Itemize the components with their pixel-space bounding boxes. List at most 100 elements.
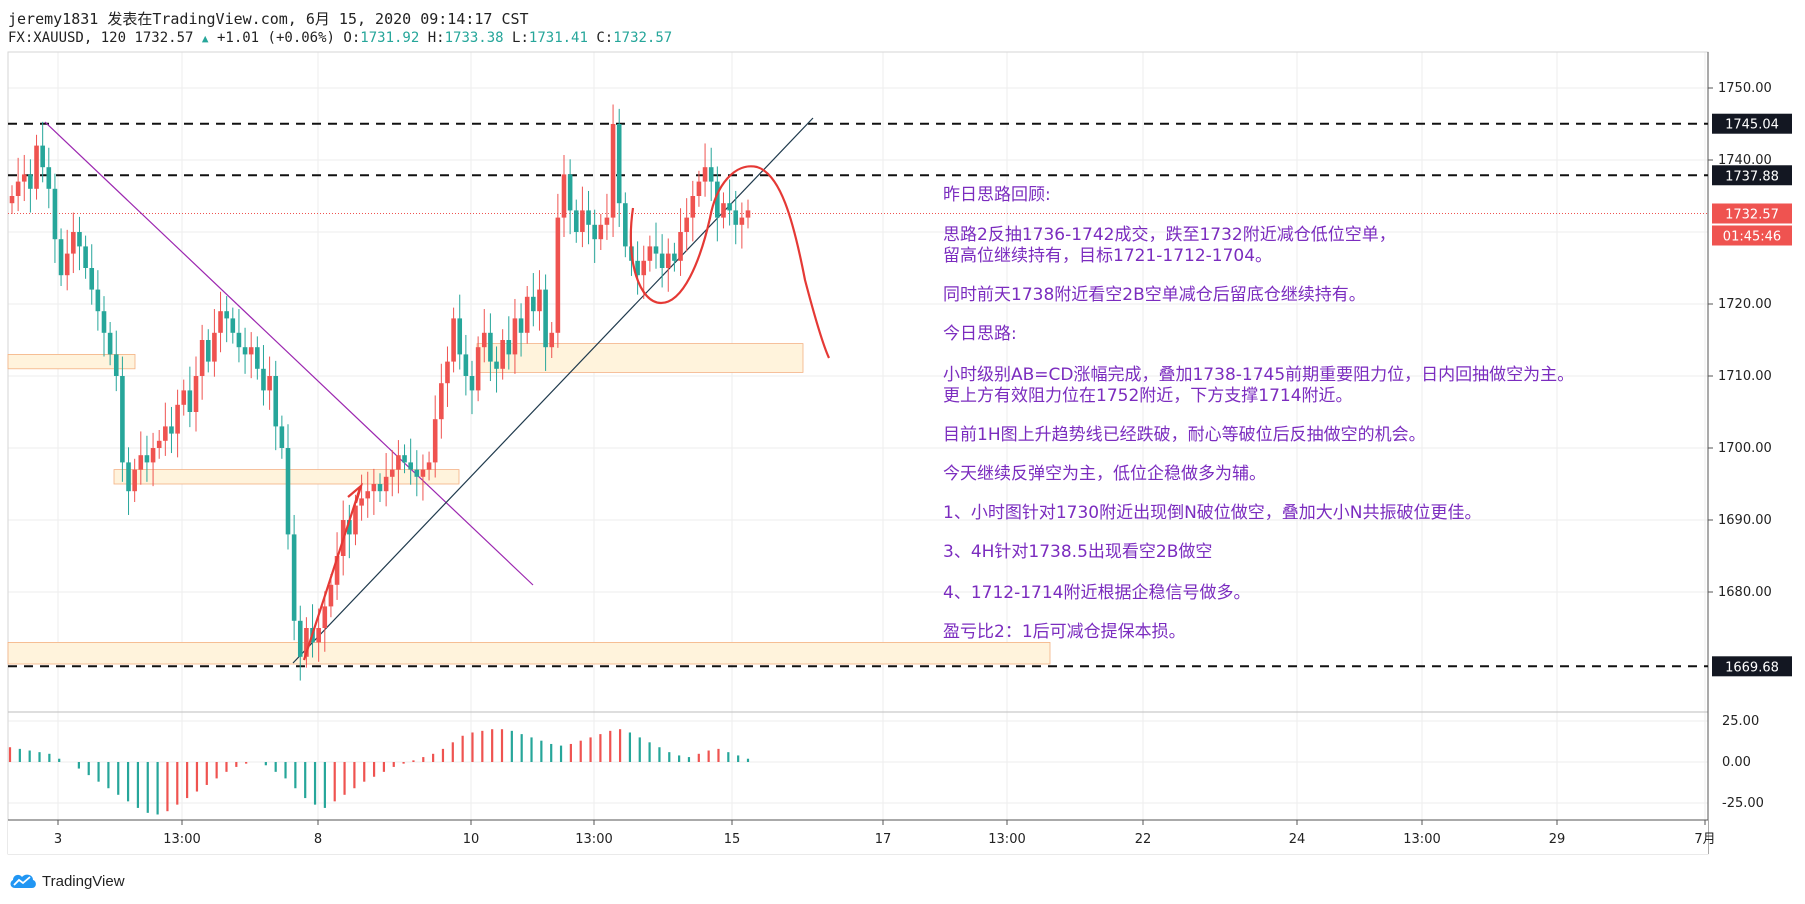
- candle-body: [616, 124, 622, 204]
- time-tick-label: 8: [314, 832, 322, 847]
- candle-body: [83, 246, 88, 268]
- candle-body: [365, 491, 371, 499]
- candle-body: [113, 354, 119, 376]
- candle-body: [230, 318, 236, 333]
- candle-body: [549, 332, 555, 348]
- candle-body: [653, 246, 659, 254]
- candle-body: [604, 217, 610, 225]
- candle-body: [623, 203, 628, 247]
- symbol-label[interactable]: FX:XAUUSD, 120: [8, 30, 127, 46]
- candle-body: [89, 268, 95, 290]
- candle-body: [439, 383, 444, 420]
- watermark-text: TradingView: [42, 872, 125, 890]
- candle-body: [377, 484, 383, 492]
- candle-body: [120, 376, 125, 463]
- osc-tick-label: 0.00: [1722, 755, 1751, 770]
- candle-body: [187, 390, 193, 412]
- level-price-badge: [1712, 165, 1792, 186]
- price-tick-label: 1720.00: [1718, 297, 1772, 312]
- candle-body: [715, 181, 720, 218]
- level-price-badge: [1712, 113, 1792, 134]
- notes-line: 留高位继续持有，目标1721-1712-1704。: [943, 246, 1272, 266]
- candle-body: [573, 210, 579, 232]
- time-tick-label: 3: [54, 832, 62, 847]
- candle-body: [641, 260, 647, 276]
- osc-tick-label: -25.00: [1722, 796, 1764, 811]
- candle-body: [328, 584, 334, 607]
- candle-body: [279, 426, 285, 448]
- candle-body: [684, 217, 689, 232]
- ohlc-legend: FX:XAUUSD, 120 1732.57 ▲ +1.01 (+0.06%) …: [8, 30, 672, 46]
- candle-body: [598, 224, 604, 240]
- candle-body: [71, 232, 76, 254]
- candle-body: [708, 167, 714, 182]
- candle-body: [457, 318, 463, 355]
- candle-body: [40, 145, 45, 168]
- candle-body: [52, 188, 58, 240]
- candle-body: [347, 520, 352, 535]
- low-value: 1731.41: [528, 30, 588, 46]
- price-tick-label: 1750.00: [1718, 81, 1772, 96]
- time-tick-label: 17: [875, 832, 892, 847]
- time-tick-label: 13:00: [1403, 832, 1440, 847]
- candle-body: [647, 246, 653, 261]
- candle-body: [537, 289, 542, 312]
- projection-curve[interactable]: [629, 165, 830, 359]
- high-label: H:: [427, 30, 445, 46]
- osc-tick-label: 25.00: [1722, 714, 1759, 729]
- candle-body: [371, 484, 377, 492]
- candle-body: [248, 347, 254, 355]
- candle-body: [389, 469, 395, 477]
- ab-cd-arrow[interactable]: [302, 487, 362, 661]
- time-tick-label: 29: [1549, 832, 1566, 847]
- downtrend-line[interactable]: [44, 121, 534, 586]
- time-tick-label: 13:00: [575, 832, 612, 847]
- level-price-label: 1737.88: [1725, 169, 1779, 184]
- candle-body: [291, 534, 297, 621]
- up-arrow-icon: ▲: [201, 32, 209, 45]
- candle-body: [199, 340, 205, 376]
- open-value: 1731.92: [360, 30, 420, 46]
- candle-body: [322, 606, 328, 628]
- candle-body: [678, 232, 683, 261]
- candle-body: [21, 174, 27, 182]
- chart-grid: [8, 52, 1708, 820]
- level-price-badge: [1712, 656, 1792, 677]
- candle-body: [494, 361, 499, 369]
- time-tick-label: 7月: [1694, 832, 1715, 847]
- candle-body: [739, 217, 745, 225]
- candle-body: [592, 224, 597, 240]
- uptrend-line[interactable]: [292, 117, 814, 664]
- current-price-label: 1732.57: [1725, 207, 1779, 222]
- high-value: 1733.38: [444, 30, 504, 46]
- candle-body: [500, 340, 505, 369]
- candle-body: [316, 628, 321, 643]
- candle-body: [506, 340, 512, 355]
- candle-body: [175, 404, 180, 434]
- notes-title: 昨日思路回顾:: [943, 185, 1051, 205]
- price-change: +1.01 (+0.06%): [216, 30, 335, 46]
- time-tick-label: 22: [1135, 832, 1152, 847]
- close-label: C:: [596, 30, 614, 46]
- candle-body: [218, 311, 223, 333]
- level-price-label: 1745.04: [1725, 118, 1779, 133]
- last-price: 1732.57: [134, 30, 194, 46]
- candle-body: [524, 296, 530, 333]
- candle-body: [543, 289, 548, 348]
- tradingview-logo[interactable]: TradingView: [8, 872, 125, 890]
- candle-body: [77, 232, 82, 247]
- countdown-badge: [1712, 225, 1792, 246]
- candle-body: [635, 260, 640, 276]
- candle-body: [285, 448, 291, 535]
- candle-body: [420, 469, 426, 477]
- notes-line: 3、4H针对1738.5出现看空2B做空: [943, 542, 1212, 562]
- price-tick-label: 1740.00: [1718, 153, 1772, 168]
- candle-body: [64, 253, 70, 276]
- candle-body: [408, 462, 413, 470]
- candle-body: [702, 167, 708, 182]
- candle-body: [169, 426, 174, 434]
- candle-body: [567, 174, 573, 211]
- candle-body: [733, 210, 739, 225]
- candle-body: [9, 196, 15, 204]
